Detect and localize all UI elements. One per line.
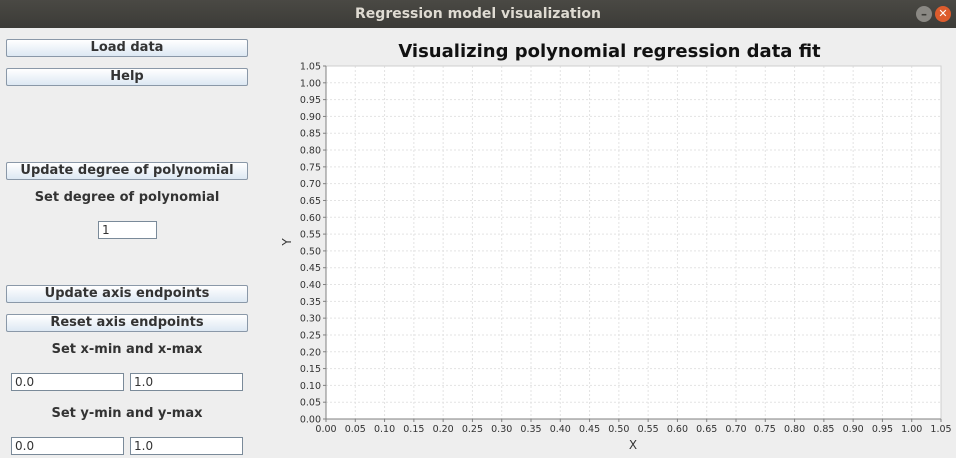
y-axis-label: Y [280,238,294,247]
x-tick-label: 0.00 [315,424,336,435]
x-tick-label: 0.70 [725,424,746,435]
x-tick-label: 0.55 [638,424,659,435]
x-tick-label: 0.95 [872,424,893,435]
x-tick-label: 0.90 [843,424,864,435]
xmax-input[interactable] [130,373,243,391]
x-tick-label: 1.05 [930,424,951,435]
close-icon: ✕ [938,7,948,20]
minimize-icon: – [921,7,927,21]
y-tick-label: 0.55 [300,230,321,241]
title-bar: Regression model visualization – ✕ [0,0,956,28]
x-tick-label: 0.45 [579,424,600,435]
x-tick-label: 0.25 [462,424,483,435]
y-tick-label: 0.70 [300,179,321,190]
close-button[interactable]: ✕ [935,6,951,22]
y-tick-label: 0.60 [300,213,321,224]
x-axis-label: X [629,438,637,452]
y-tick-label: 0.80 [300,146,321,157]
ymax-input[interactable] [130,437,243,455]
y-tick-label: 0.20 [300,347,321,358]
y-tick-label: 0.45 [300,263,321,274]
y-tick-label: 0.65 [300,196,321,207]
ymin-input[interactable] [11,437,124,455]
x-tick-label: 0.40 [550,424,571,435]
y-tick-label: 0.40 [300,280,321,291]
y-tick-label: 0.90 [300,112,321,123]
x-tick-label: 0.80 [784,424,805,435]
y-tick-label: 0.10 [300,381,321,392]
y-tick-label: 0.25 [300,330,321,341]
x-tick-label: 0.20 [433,424,454,435]
set-y-label: Set y-min and y-max [51,406,203,421]
y-tick-label: 1.00 [300,78,321,89]
x-tick-label: 1.00 [901,424,922,435]
x-tick-label: 0.65 [696,424,717,435]
x-tick-label: 0.05 [345,424,366,435]
update-degree-button[interactable]: Update degree of polynomial [6,162,248,180]
y-tick-label: 1.05 [300,62,321,73]
xmin-input[interactable] [11,373,124,391]
y-tick-label: 0.30 [300,314,321,325]
x-tick-label: 0.60 [667,424,688,435]
x-tick-label: 0.10 [374,424,395,435]
x-tick-label: 0.30 [491,424,512,435]
y-tick-label: 0.15 [300,364,321,375]
y-tick-label: 0.85 [300,129,321,140]
y-tick-label: 0.05 [300,398,321,409]
y-tick-label: 0.50 [300,246,321,257]
set-degree-label: Set degree of polynomial [34,190,220,205]
x-tick-label: 0.85 [813,424,834,435]
set-x-label: Set x-min and x-max [51,342,203,357]
reset-axis-button[interactable]: Reset axis endpoints [6,314,248,332]
degree-input[interactable] [98,221,157,239]
window-title: Regression model visualization [355,6,601,22]
y-tick-label: 0.00 [300,415,321,426]
y-tick-label: 0.95 [300,95,321,106]
load-data-button[interactable]: Load data [6,39,248,57]
x-tick-label: 0.50 [608,424,629,435]
chart-title: Visualizing polynomial regression data f… [398,41,821,62]
x-tick-label: 0.75 [755,424,776,435]
y-tick-label: 0.35 [300,297,321,308]
x-tick-label: 0.15 [403,424,424,435]
minimize-button[interactable]: – [916,6,932,22]
y-tick-label: 0.75 [300,162,321,173]
help-button[interactable]: Help [6,68,248,86]
update-axis-button[interactable]: Update axis endpoints [6,285,248,303]
plot-area [326,66,941,419]
x-tick-label: 0.35 [520,424,541,435]
